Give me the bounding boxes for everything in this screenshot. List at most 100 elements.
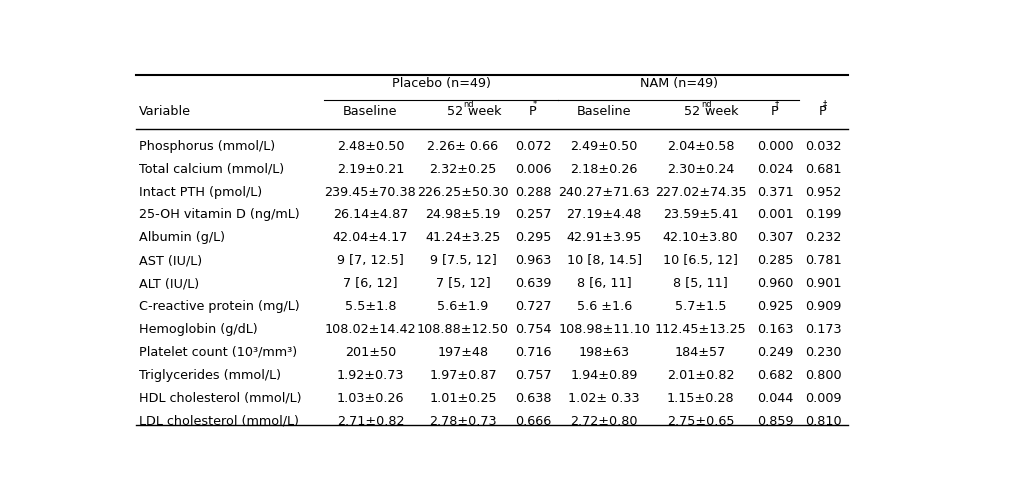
Text: 0.901: 0.901 — [805, 277, 841, 290]
Text: nd: nd — [463, 100, 474, 109]
Text: 227.02±74.35: 227.02±74.35 — [654, 186, 746, 198]
Text: 24.98±5.19: 24.98±5.19 — [425, 208, 500, 222]
Text: NAM (n=49): NAM (n=49) — [639, 77, 717, 90]
Text: 184±57: 184±57 — [674, 346, 726, 359]
Text: 0.032: 0.032 — [805, 140, 841, 153]
Text: Variable: Variable — [139, 105, 191, 118]
Text: HDL cholesterol (mmol/L): HDL cholesterol (mmol/L) — [139, 392, 301, 405]
Text: 0.371: 0.371 — [756, 186, 793, 198]
Text: 0.810: 0.810 — [805, 415, 841, 428]
Text: 2.48±0.50: 2.48±0.50 — [337, 140, 403, 153]
Text: 0.072: 0.072 — [515, 140, 551, 153]
Text: 197±48: 197±48 — [437, 346, 488, 359]
Text: 0.257: 0.257 — [515, 208, 551, 222]
Text: 0.859: 0.859 — [756, 415, 793, 428]
Text: 0.727: 0.727 — [515, 300, 551, 313]
Text: 52: 52 — [683, 105, 700, 118]
Text: 0.199: 0.199 — [805, 208, 841, 222]
Text: 5.5±1.8: 5.5±1.8 — [345, 300, 395, 313]
Text: C-reactive protein (mg/L): C-reactive protein (mg/L) — [139, 300, 299, 313]
Text: 2.78±0.73: 2.78±0.73 — [429, 415, 496, 428]
Text: 2.04±0.58: 2.04±0.58 — [666, 140, 734, 153]
Text: Albumin (g/L): Albumin (g/L) — [139, 231, 224, 245]
Text: 0.909: 0.909 — [805, 300, 841, 313]
Text: 1.97±0.87: 1.97±0.87 — [429, 369, 496, 382]
Text: 26.14±4.87: 26.14±4.87 — [333, 208, 407, 222]
Text: 2.32±0.25: 2.32±0.25 — [429, 163, 496, 176]
Text: 0.000: 0.000 — [756, 140, 793, 153]
Text: 1.02± 0.33: 1.02± 0.33 — [568, 392, 639, 405]
Text: 0.232: 0.232 — [805, 231, 841, 245]
Text: 226.25±50.30: 226.25±50.30 — [417, 186, 509, 198]
Text: P: P — [529, 105, 536, 118]
Text: 0.666: 0.666 — [515, 415, 551, 428]
Text: week: week — [463, 105, 500, 118]
Text: 0.249: 0.249 — [756, 346, 793, 359]
Text: 1.92±0.73: 1.92±0.73 — [337, 369, 403, 382]
Text: 0.163: 0.163 — [756, 323, 793, 336]
Text: 0.638: 0.638 — [515, 392, 551, 405]
Text: 0.173: 0.173 — [805, 323, 841, 336]
Text: 2.01±0.82: 2.01±0.82 — [666, 369, 734, 382]
Text: 5.6±1.9: 5.6±1.9 — [437, 300, 488, 313]
Text: week: week — [701, 105, 738, 118]
Text: 0.757: 0.757 — [515, 369, 551, 382]
Text: 2.19±0.21: 2.19±0.21 — [337, 163, 403, 176]
Text: 0.285: 0.285 — [756, 254, 793, 267]
Text: 0.024: 0.024 — [756, 163, 793, 176]
Text: 240.27±71.63: 240.27±71.63 — [558, 186, 649, 198]
Text: 1.94±0.89: 1.94±0.89 — [570, 369, 637, 382]
Text: 0.754: 0.754 — [515, 323, 551, 336]
Text: 239.45±70.38: 239.45±70.38 — [325, 186, 416, 198]
Text: 5.6 ±1.6: 5.6 ±1.6 — [576, 300, 631, 313]
Text: 0.044: 0.044 — [756, 392, 793, 405]
Text: Total calcium (mmol/L): Total calcium (mmol/L) — [139, 163, 284, 176]
Text: 8 [5, 11]: 8 [5, 11] — [672, 277, 727, 290]
Text: 0.001: 0.001 — [756, 208, 793, 222]
Text: 0.682: 0.682 — [756, 369, 793, 382]
Text: 112.45±13.25: 112.45±13.25 — [654, 323, 746, 336]
Text: †: † — [773, 100, 777, 109]
Text: ‡: ‡ — [822, 100, 826, 109]
Text: *: * — [532, 100, 537, 109]
Text: Baseline: Baseline — [576, 105, 631, 118]
Text: 41.24±3.25: 41.24±3.25 — [425, 231, 500, 245]
Text: 0.681: 0.681 — [805, 163, 841, 176]
Text: 0.307: 0.307 — [756, 231, 793, 245]
Text: ALT (IU/L): ALT (IU/L) — [139, 277, 199, 290]
Text: 0.006: 0.006 — [515, 163, 551, 176]
Text: 201±50: 201±50 — [345, 346, 395, 359]
Text: 42.10±3.80: 42.10±3.80 — [662, 231, 738, 245]
Text: 1.15±0.28: 1.15±0.28 — [666, 392, 734, 405]
Text: 2.49±0.50: 2.49±0.50 — [570, 140, 637, 153]
Text: 108.98±11.10: 108.98±11.10 — [558, 323, 649, 336]
Text: Phosphorus (mmol/L): Phosphorus (mmol/L) — [139, 140, 275, 153]
Text: 0.009: 0.009 — [805, 392, 841, 405]
Text: 9 [7.5, 12]: 9 [7.5, 12] — [429, 254, 495, 267]
Text: 42.04±4.17: 42.04±4.17 — [333, 231, 407, 245]
Text: 198±63: 198±63 — [578, 346, 629, 359]
Text: 2.18±0.26: 2.18±0.26 — [570, 163, 637, 176]
Text: 23.59±5.41: 23.59±5.41 — [662, 208, 738, 222]
Text: nd: nd — [701, 100, 711, 109]
Text: 0.960: 0.960 — [756, 277, 793, 290]
Text: 0.295: 0.295 — [515, 231, 551, 245]
Text: 25-OH vitamin D (ng/mL): 25-OH vitamin D (ng/mL) — [139, 208, 299, 222]
Text: Placebo (n=49): Placebo (n=49) — [391, 77, 490, 90]
Text: 8 [6, 11]: 8 [6, 11] — [576, 277, 631, 290]
Text: Platelet count (10³/mm³): Platelet count (10³/mm³) — [139, 346, 297, 359]
Text: 0.781: 0.781 — [805, 254, 841, 267]
Text: 108.88±12.50: 108.88±12.50 — [417, 323, 509, 336]
Text: LDL cholesterol (mmol/L): LDL cholesterol (mmol/L) — [139, 415, 298, 428]
Text: 0.952: 0.952 — [805, 186, 841, 198]
Text: 5.7±1.5: 5.7±1.5 — [674, 300, 726, 313]
Text: 7 [6, 12]: 7 [6, 12] — [343, 277, 397, 290]
Text: 42.91±3.95: 42.91±3.95 — [566, 231, 641, 245]
Text: 10 [6.5, 12]: 10 [6.5, 12] — [662, 254, 737, 267]
Text: P: P — [818, 105, 826, 118]
Text: P: P — [769, 105, 777, 118]
Text: 2.26± 0.66: 2.26± 0.66 — [427, 140, 498, 153]
Text: 0.639: 0.639 — [515, 277, 551, 290]
Text: Intact PTH (pmol/L): Intact PTH (pmol/L) — [139, 186, 262, 198]
Text: 2.71±0.82: 2.71±0.82 — [337, 415, 403, 428]
